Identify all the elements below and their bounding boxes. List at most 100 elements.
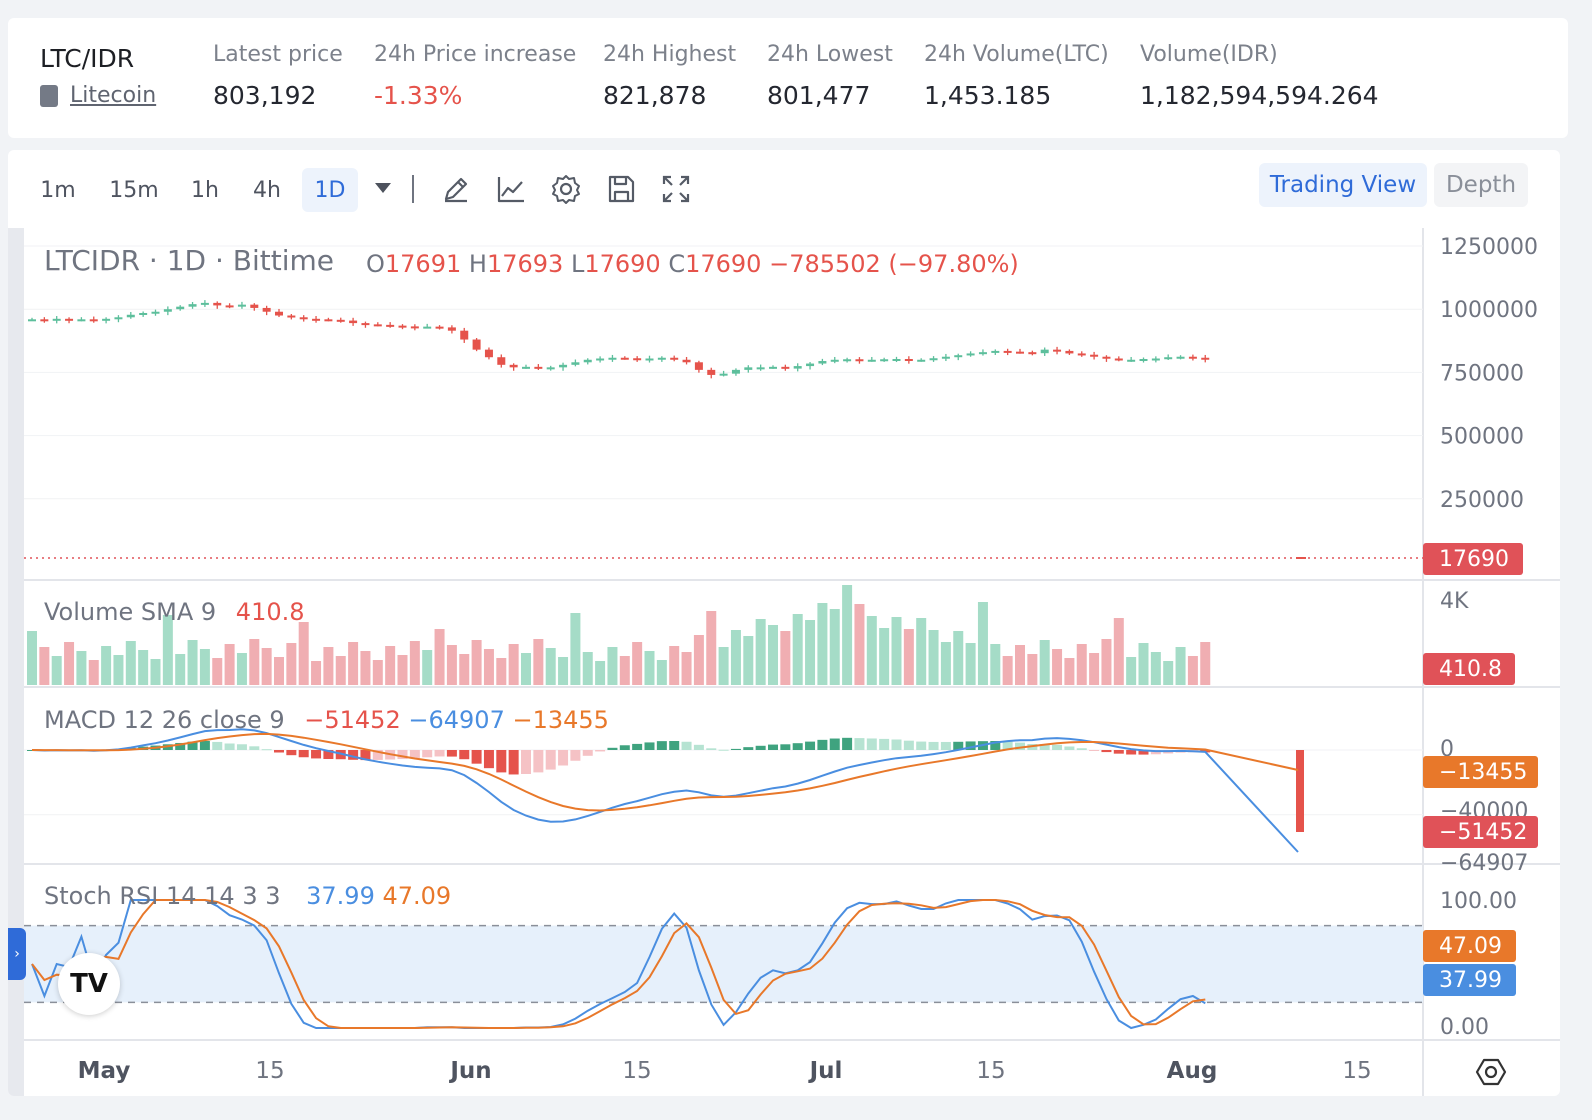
candle-body (559, 364, 568, 368)
macd-axis-label: 0 (1440, 737, 1454, 762)
macd-histogram-bar (249, 746, 260, 750)
stoch-d-tag: 47.09 (1423, 930, 1516, 962)
fullscreen-icon[interactable] (659, 172, 693, 206)
macd-histogram-bar (274, 750, 284, 753)
candle-body (275, 311, 283, 316)
price-legend: LTCIDR · 1D · Bittime (44, 244, 334, 277)
time-axis-label: Jul (808, 1058, 843, 1084)
candle-body (1188, 356, 1197, 359)
timeframe-1h[interactable]: 1h (191, 177, 219, 203)
volume-bar (768, 625, 778, 685)
time-axis-label: 15 (622, 1058, 651, 1084)
macd-histogram-group (27, 737, 1304, 832)
candle-body (534, 366, 543, 369)
candle-body (645, 358, 654, 361)
save-icon[interactable] (604, 172, 638, 206)
volume-bar (286, 643, 297, 685)
macd-histogram-bar (607, 747, 618, 750)
pencil-icon[interactable] (439, 172, 473, 206)
volume-bar (224, 644, 235, 685)
volume-bar (521, 653, 531, 685)
volume-bar (298, 622, 309, 685)
candle-body (1151, 358, 1160, 361)
volume-bar (965, 643, 976, 685)
volume-bar (953, 631, 964, 685)
volume-bar (916, 618, 927, 685)
macd-histogram-last (1296, 750, 1304, 832)
candle-body (77, 319, 86, 322)
stoch-band (24, 925, 1423, 1003)
timeframe-dropdown-icon[interactable] (375, 183, 391, 193)
volume-bar (1052, 649, 1063, 685)
volume-bar (88, 660, 99, 685)
tradingview-logo[interactable]: TV (58, 953, 120, 1015)
candle-body (250, 304, 259, 308)
macd-histogram-bar (348, 750, 359, 760)
side-panel-toggle[interactable]: › (8, 928, 26, 980)
chart-settings-icon[interactable] (1474, 1055, 1508, 1089)
candle-body (941, 356, 950, 359)
stat-value: 801,477 (767, 81, 871, 110)
volume-bar (1064, 658, 1075, 685)
macd-histogram-bar (619, 745, 630, 750)
volume-bar (545, 648, 556, 685)
coin-link[interactable]: Litecoin (70, 83, 157, 108)
macd-histogram-bar (940, 741, 951, 750)
macd-histogram-bar (644, 742, 655, 750)
candle-body (694, 362, 703, 370)
candle-body (460, 330, 469, 340)
candle-body (1053, 349, 1062, 352)
stat-24h-highest: 24h Highest 821,878 (603, 42, 736, 110)
volume-bar (940, 642, 951, 685)
candle-body (188, 304, 197, 307)
stat-label: Latest price (213, 42, 343, 67)
timeframe-15m[interactable]: 15m (109, 177, 159, 203)
depth-button[interactable]: Depth (1434, 163, 1528, 207)
stat-24h-lowest: 24h Lowest 801,477 (767, 42, 893, 110)
volume-bar (162, 615, 173, 685)
trading-view-button[interactable]: Trading View (1259, 163, 1427, 207)
candle-body (312, 318, 321, 321)
candle-body (880, 359, 889, 362)
candle-body (929, 358, 938, 361)
candle-body (163, 309, 172, 312)
gear-icon[interactable] (549, 172, 583, 206)
volume-bar (681, 652, 692, 685)
candle-body (410, 326, 419, 329)
candle-body (892, 359, 901, 362)
volume-bar (1039, 640, 1050, 685)
time-axis-label: May (78, 1058, 131, 1084)
candle-body (1164, 357, 1173, 360)
macd-histogram-bar (582, 750, 593, 756)
macd-histogram-bar (632, 743, 643, 750)
coin-icon (40, 84, 58, 107)
macd-histogram-bar (570, 750, 581, 761)
volume-bar (1175, 647, 1186, 685)
macd-histogram-bar (175, 742, 186, 750)
chart-canvas[interactable]: 125000010000007500005000002500004K0−4000… (8, 150, 1560, 1096)
candle-body (65, 318, 74, 321)
volume-bar (644, 651, 655, 685)
timeframe-1m[interactable]: 1m (40, 177, 76, 203)
candle-body (756, 367, 765, 370)
volume-bar (138, 650, 149, 685)
volume-bar (533, 639, 544, 685)
volume-tag: 410.8 (1423, 653, 1515, 685)
candle-body (89, 319, 98, 322)
volume-bar (891, 617, 902, 685)
volume-bar (125, 641, 136, 685)
candle-body (1102, 356, 1111, 359)
price-axis-label: 1000000 (1440, 298, 1538, 323)
timeframe-1d[interactable]: 1D (302, 168, 358, 212)
candle-body (954, 355, 963, 358)
timeframe-4h[interactable]: 4h (253, 177, 281, 203)
axis-labels-group: 125000010000007500005000002500004K0−4000… (78, 235, 1538, 1084)
volume-bar (76, 651, 87, 685)
macd-histogram-bar (595, 750, 606, 752)
candle-body (324, 319, 333, 322)
indicator-icon[interactable] (494, 172, 528, 206)
volume-bar (434, 629, 445, 685)
candle-body (373, 324, 382, 327)
toolbar-divider (412, 175, 414, 203)
price-axis-label: 1250000 (1440, 235, 1538, 260)
